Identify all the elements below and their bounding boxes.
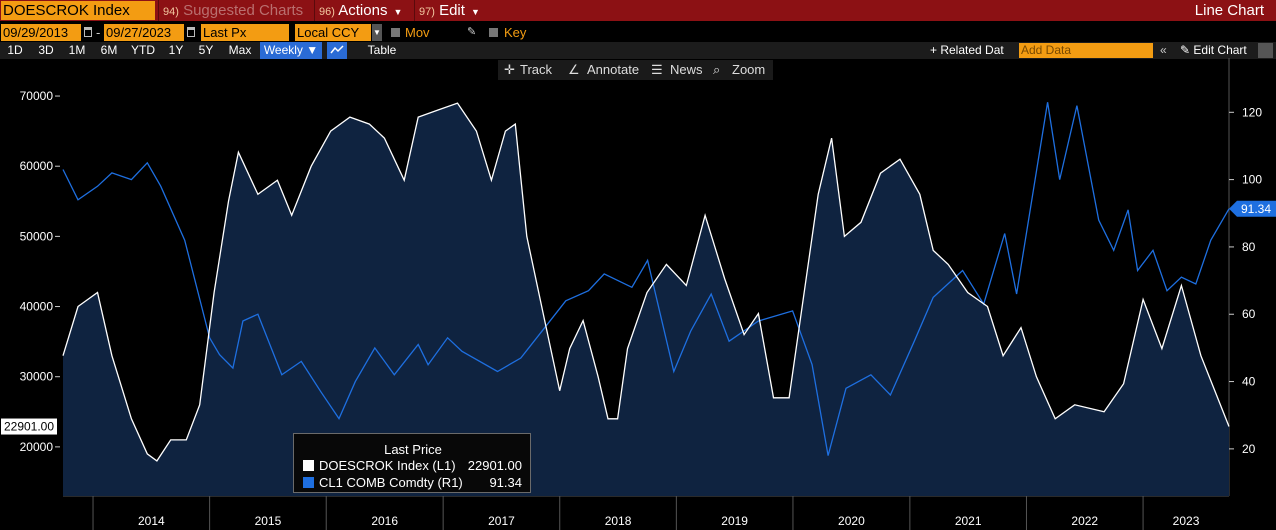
legend-swatch-cl1 (303, 477, 314, 488)
suggested-charts-menu[interactable]: 94) Suggested Charts (158, 0, 310, 21)
legend-value-doescrok: 22901.00 (467, 458, 522, 473)
right-last-value-label: 91.34 (1241, 202, 1271, 216)
edit-chart-label: Edit Chart (1193, 43, 1247, 57)
chart-toolbar: ✛ Track ∠ Annotate ☰ News ⌕ Zoom (498, 60, 773, 80)
start-date-field[interactable]: 09/29/2013 (1, 24, 81, 41)
left-last-value-tag (1, 418, 57, 435)
range-6m-button[interactable]: 6M (100, 43, 118, 57)
right-tick-label: 120 (1242, 105, 1262, 119)
caret-down-icon: ▼ (306, 43, 319, 57)
edit-num: 97) (419, 6, 435, 18)
legend-label-doescrok: DOESCROK Index (L1) (319, 458, 456, 473)
range-1d-button[interactable]: 1D (7, 43, 23, 57)
annotate-icon[interactable]: ∠ (568, 62, 580, 77)
zoom-icon[interactable]: ⌕ (713, 62, 721, 77)
right-tick-label: 60 (1242, 307, 1256, 321)
x-tick-label: 2015 (255, 514, 282, 528)
range-1y-button[interactable]: 1Y (168, 43, 184, 57)
x-tick-label: 2014 (138, 514, 165, 528)
pencil-icon: ✎ (1180, 43, 1191, 57)
x-tick-label: 2019 (721, 514, 748, 528)
currency-select[interactable]: Local CCY (295, 24, 371, 41)
edit-label: Edit (439, 2, 465, 19)
doescrok-area (63, 103, 1229, 496)
zoom-button[interactable]: Zoom (732, 62, 766, 77)
actions-menu[interactable]: 96) Actions ▼ (314, 0, 410, 21)
x-tick-label: 2016 (371, 514, 398, 528)
legend: Last Price DOESCROK Index (L1) 22901.00 … (293, 433, 531, 493)
left-tick-label: 70000 (20, 89, 54, 103)
frequency-select[interactable]: Weekly ▼ (260, 42, 322, 59)
collapse-left-icon[interactable]: « (1160, 43, 1167, 57)
date-separator: - (96, 25, 101, 40)
caret-down-icon: ▼ (470, 7, 480, 17)
range-3d-button[interactable]: 3D (38, 43, 54, 57)
field-select[interactable]: Last Px (201, 24, 289, 41)
ticker-field[interactable]: DOESCROK Index (1, 1, 155, 20)
left-tick-label: 50000 (20, 229, 54, 243)
range-bar: 1D 3D 1M 6M YTD 1Y 5Y Max Weekly ▼ Table… (0, 42, 1276, 59)
left-tick-label: 30000 (20, 370, 54, 384)
legend-title: Last Price (384, 442, 442, 457)
crosshair-icon[interactable]: ✛ (504, 62, 515, 77)
title-bar: DOESCROK Index 94) Suggested Charts 96) … (0, 0, 1276, 21)
line-chart-icon[interactable] (327, 42, 347, 59)
frequency-label: Weekly (263, 43, 303, 57)
scroll-button[interactable] (1258, 43, 1273, 58)
chart-type-title: Line Chart (1194, 2, 1264, 19)
currency-dropdown-icon[interactable]: ▼ (372, 24, 382, 41)
x-tick-label: 2020 (838, 514, 865, 528)
edit-chart-button[interactable]: ✎ Edit Chart (1180, 42, 1247, 59)
track-button[interactable]: Track (520, 62, 553, 77)
pencil-icon[interactable]: ✎ (467, 26, 477, 38)
right-tick-label: 100 (1242, 173, 1262, 187)
x-tick-label: 2017 (488, 514, 515, 528)
caret-down-icon: ▼ (393, 7, 403, 17)
left-tick-label: 40000 (20, 300, 54, 314)
left-last-value-label: 22901.00 (4, 420, 54, 434)
range-1m-button[interactable]: 1M (68, 43, 86, 57)
legend-swatch-doescrok (303, 460, 314, 471)
related-data-button[interactable]: + Related Dat (930, 43, 1004, 57)
left-tick-label: 60000 (20, 159, 54, 173)
x-tick-label: 2018 (605, 514, 632, 528)
news-icon[interactable]: ☰ (651, 62, 663, 77)
actions-num: 96) (319, 6, 335, 18)
right-tick-label: 20 (1242, 442, 1256, 456)
right-last-value-tag (1229, 200, 1276, 217)
edit-menu[interactable]: 97) Edit ▼ (414, 0, 488, 21)
range-5y-button[interactable]: 5Y (198, 43, 214, 57)
annotate-button[interactable]: Annotate (587, 62, 640, 77)
suggested-charts-label: Suggested Charts (183, 2, 304, 19)
key-events-checkbox[interactable] (489, 28, 498, 37)
right-tick-label: 80 (1242, 240, 1256, 254)
x-tick-label: 2023 (1173, 514, 1200, 528)
table-button[interactable]: Table (367, 43, 397, 57)
actions-label: Actions (338, 2, 388, 19)
range-ytd-button[interactable]: YTD (131, 43, 155, 57)
left-tick-label: 20000 (20, 440, 54, 454)
suggested-charts-num: 94) (163, 6, 179, 18)
add-data-input[interactable]: Add Data (1019, 43, 1153, 58)
doescrok-series-line (62, 102, 1230, 462)
cl1-series-line (62, 102, 1230, 456)
legend-label-cl1: CL1 COMB Comdty (R1) (319, 475, 463, 490)
end-date-field[interactable]: 09/27/2023 (104, 24, 184, 41)
mov-avgs-checkbox[interactable] (391, 28, 400, 37)
legend-value-cl1: 91.34 (489, 475, 522, 490)
range-max-button[interactable]: Max (228, 43, 252, 57)
right-tick-label: 40 (1242, 375, 1256, 389)
x-tick-label: 2021 (955, 514, 982, 528)
calendar-icon[interactable] (187, 27, 195, 37)
news-button[interactable]: News (670, 62, 703, 77)
calendar-icon[interactable] (84, 27, 92, 37)
x-tick-label: 2022 (1071, 514, 1098, 528)
